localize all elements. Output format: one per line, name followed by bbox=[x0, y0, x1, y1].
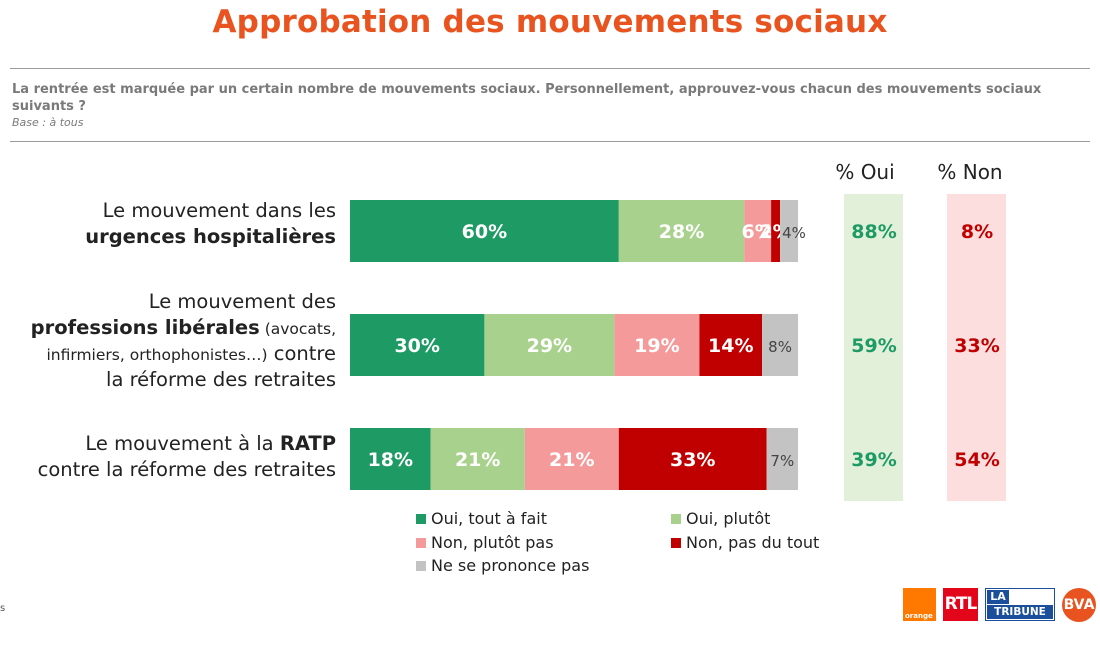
category-label-line: infirmiers, orthophonistes…) contre bbox=[46, 342, 336, 365]
legend-item: Non, pas du tout bbox=[671, 533, 819, 552]
legend-label: Oui, plutôt bbox=[686, 509, 771, 528]
bar-segment bbox=[614, 314, 700, 376]
bar-value-label: 6% bbox=[742, 221, 774, 243]
bar-segment bbox=[762, 314, 798, 376]
top-divider bbox=[10, 68, 1090, 69]
legend-label: Ne se prononce pas bbox=[431, 556, 590, 575]
legend-item: Oui, tout à fait bbox=[416, 509, 547, 528]
bva-logo: BVA bbox=[1062, 588, 1096, 622]
bar-value-label: 8% bbox=[768, 338, 792, 356]
bar-value-label: 29% bbox=[527, 335, 572, 357]
legend-item: Ne se prononce pas bbox=[416, 556, 589, 575]
header-divider bbox=[10, 141, 1090, 142]
category-label-line: professions libérales (avocats, bbox=[30, 316, 336, 339]
bar-segment bbox=[766, 428, 798, 490]
bar-value-label: 28% bbox=[659, 221, 704, 243]
footnote: s bbox=[0, 603, 6, 614]
bar-segment bbox=[618, 428, 767, 490]
legend-label: Oui, tout à fait bbox=[431, 509, 547, 528]
bar-value-label: 21% bbox=[455, 449, 500, 471]
question-text: La rentrée est marquée par un certain no… bbox=[12, 82, 1042, 114]
legend-swatch bbox=[416, 561, 426, 571]
bar-value-label: 7% bbox=[770, 452, 794, 470]
bar-value-label: 33% bbox=[670, 449, 715, 471]
bar-value-label: 19% bbox=[634, 335, 679, 357]
chart-title: Approbation des mouvements sociaux bbox=[212, 4, 888, 40]
orange-logo: orange bbox=[903, 588, 936, 621]
non-total-value: 8% bbox=[961, 221, 993, 243]
column-header-non: % Non bbox=[937, 160, 1003, 184]
column-header-oui: % Oui bbox=[835, 160, 895, 184]
bar-segment bbox=[618, 200, 745, 262]
bar-segment bbox=[350, 428, 431, 490]
non-total-value: 33% bbox=[954, 335, 999, 357]
bar-value-label: 14% bbox=[708, 335, 753, 357]
category-label-line: Le mouvement dans les bbox=[102, 199, 336, 222]
category-label-line: urgences hospitalières bbox=[85, 225, 336, 248]
oui-total-value: 39% bbox=[851, 449, 896, 471]
non-total-value: 54% bbox=[954, 449, 999, 471]
bar-segment bbox=[744, 200, 772, 262]
legend-item: Non, plutôt pas bbox=[416, 533, 554, 552]
bar-segment bbox=[771, 200, 781, 262]
bar-segment bbox=[430, 428, 525, 490]
legend-swatch bbox=[671, 538, 681, 548]
non-column-bg bbox=[947, 194, 1006, 501]
category-label-line: Le mouvement des bbox=[148, 290, 336, 313]
bar-segment bbox=[350, 200, 619, 262]
category-label-line: Le mouvement à la RATP bbox=[85, 432, 336, 455]
legend-item: Oui, plutôt bbox=[671, 509, 770, 528]
bar-segment bbox=[484, 314, 615, 376]
legend-label: Non, plutôt pas bbox=[431, 533, 554, 552]
bar-segment bbox=[524, 428, 619, 490]
legend-swatch bbox=[671, 514, 681, 524]
category-label-line: la réforme des retraites bbox=[106, 368, 336, 391]
bar-value-label: 4% bbox=[782, 224, 806, 242]
oui-total-value: 88% bbox=[851, 221, 896, 243]
oui-column-bg bbox=[844, 194, 903, 501]
bar-value-label: 30% bbox=[394, 335, 439, 357]
base-note: Base : à tous bbox=[12, 116, 84, 129]
legend-label: Non, pas du tout bbox=[686, 533, 820, 552]
legend-swatch bbox=[416, 514, 426, 524]
bar-segment bbox=[350, 314, 485, 376]
la-tribune-logo: LA TRIBUNE bbox=[985, 588, 1055, 621]
bar-value-label: 18% bbox=[368, 449, 413, 471]
legend-swatch bbox=[416, 538, 426, 548]
bar-segment bbox=[699, 314, 763, 376]
bar-value-label: 60% bbox=[462, 221, 507, 243]
category-label-line: contre la réforme des retraites bbox=[37, 458, 336, 481]
bar-segment bbox=[780, 200, 798, 262]
bar-value-label: 21% bbox=[549, 449, 594, 471]
oui-total-value: 59% bbox=[851, 335, 896, 357]
rtl-logo: RTL bbox=[943, 588, 978, 621]
